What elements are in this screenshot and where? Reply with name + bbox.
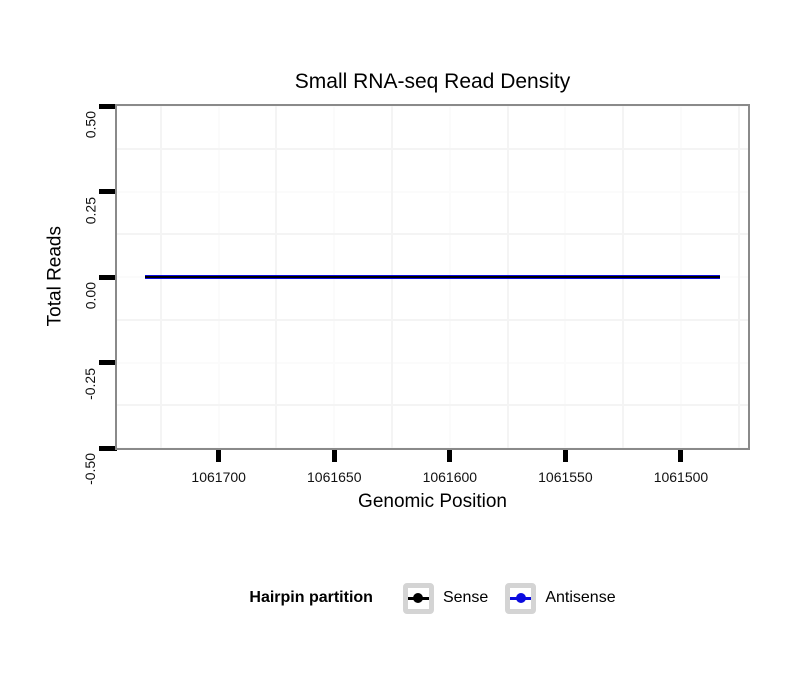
y-minor-gridline <box>117 147 748 150</box>
legend: Hairpin partition Sense Antisense <box>117 578 748 618</box>
y-minor-gridline <box>117 233 748 236</box>
x-tick-label: 1061600 <box>422 469 478 485</box>
y-tick <box>99 445 117 451</box>
antisense-point-glyph <box>515 593 526 603</box>
y-tick-label: 0.00 <box>82 282 98 310</box>
y-major-gridline <box>117 361 748 364</box>
x-tick-label: 1061700 <box>191 469 246 485</box>
y-tick <box>99 103 117 109</box>
y-major-gridline <box>117 190 748 193</box>
x-tick-label: 1061650 <box>307 469 362 485</box>
antisense-key-swatch <box>505 582 537 614</box>
x-tick-label: 1061500 <box>653 469 709 485</box>
x-minor-gridline <box>737 106 740 448</box>
y-tick <box>99 274 117 280</box>
y-minor-gridline <box>117 404 748 407</box>
x-tick <box>331 448 337 462</box>
x-axis-title: Genomic Position <box>358 491 507 512</box>
y-tick-label: -0.25 <box>82 367 98 400</box>
y-major-gridline <box>117 105 748 107</box>
y-tick-label: 0.25 <box>82 196 98 224</box>
legend-label-sense: Sense <box>442 589 489 606</box>
plot-panel: 0.50 0.25 0.00 -0.25 -0.50 <box>82 103 748 485</box>
series-line-sense <box>144 276 721 278</box>
y-tick-label: 0.50 <box>82 111 98 139</box>
x-tick <box>216 448 222 462</box>
x-tick <box>678 448 684 462</box>
legend-title: Hairpin partition <box>249 589 373 606</box>
y-tick <box>99 360 117 365</box>
y-tick-label: -0.50 <box>82 453 98 485</box>
x-tick <box>447 448 453 462</box>
y-axis-title: Total Reads <box>44 226 65 327</box>
x-tick-label: 1061550 <box>538 469 593 485</box>
y-minor-gridline <box>117 318 748 321</box>
sense-point-glyph <box>413 593 424 603</box>
legend-item-sense: Sense <box>402 582 489 614</box>
x-tick <box>562 448 568 462</box>
sense-key-swatch <box>402 582 434 614</box>
y-tick <box>99 189 117 194</box>
legend-item-antisense: Antisense <box>505 582 616 614</box>
legend-label-antisense: Antisense <box>545 589 616 606</box>
x-axis-labels: 1061700 1061650 1061600 1061550 1061500 <box>117 448 748 488</box>
chart-title: Small RNA-seq Read Density <box>294 70 571 93</box>
